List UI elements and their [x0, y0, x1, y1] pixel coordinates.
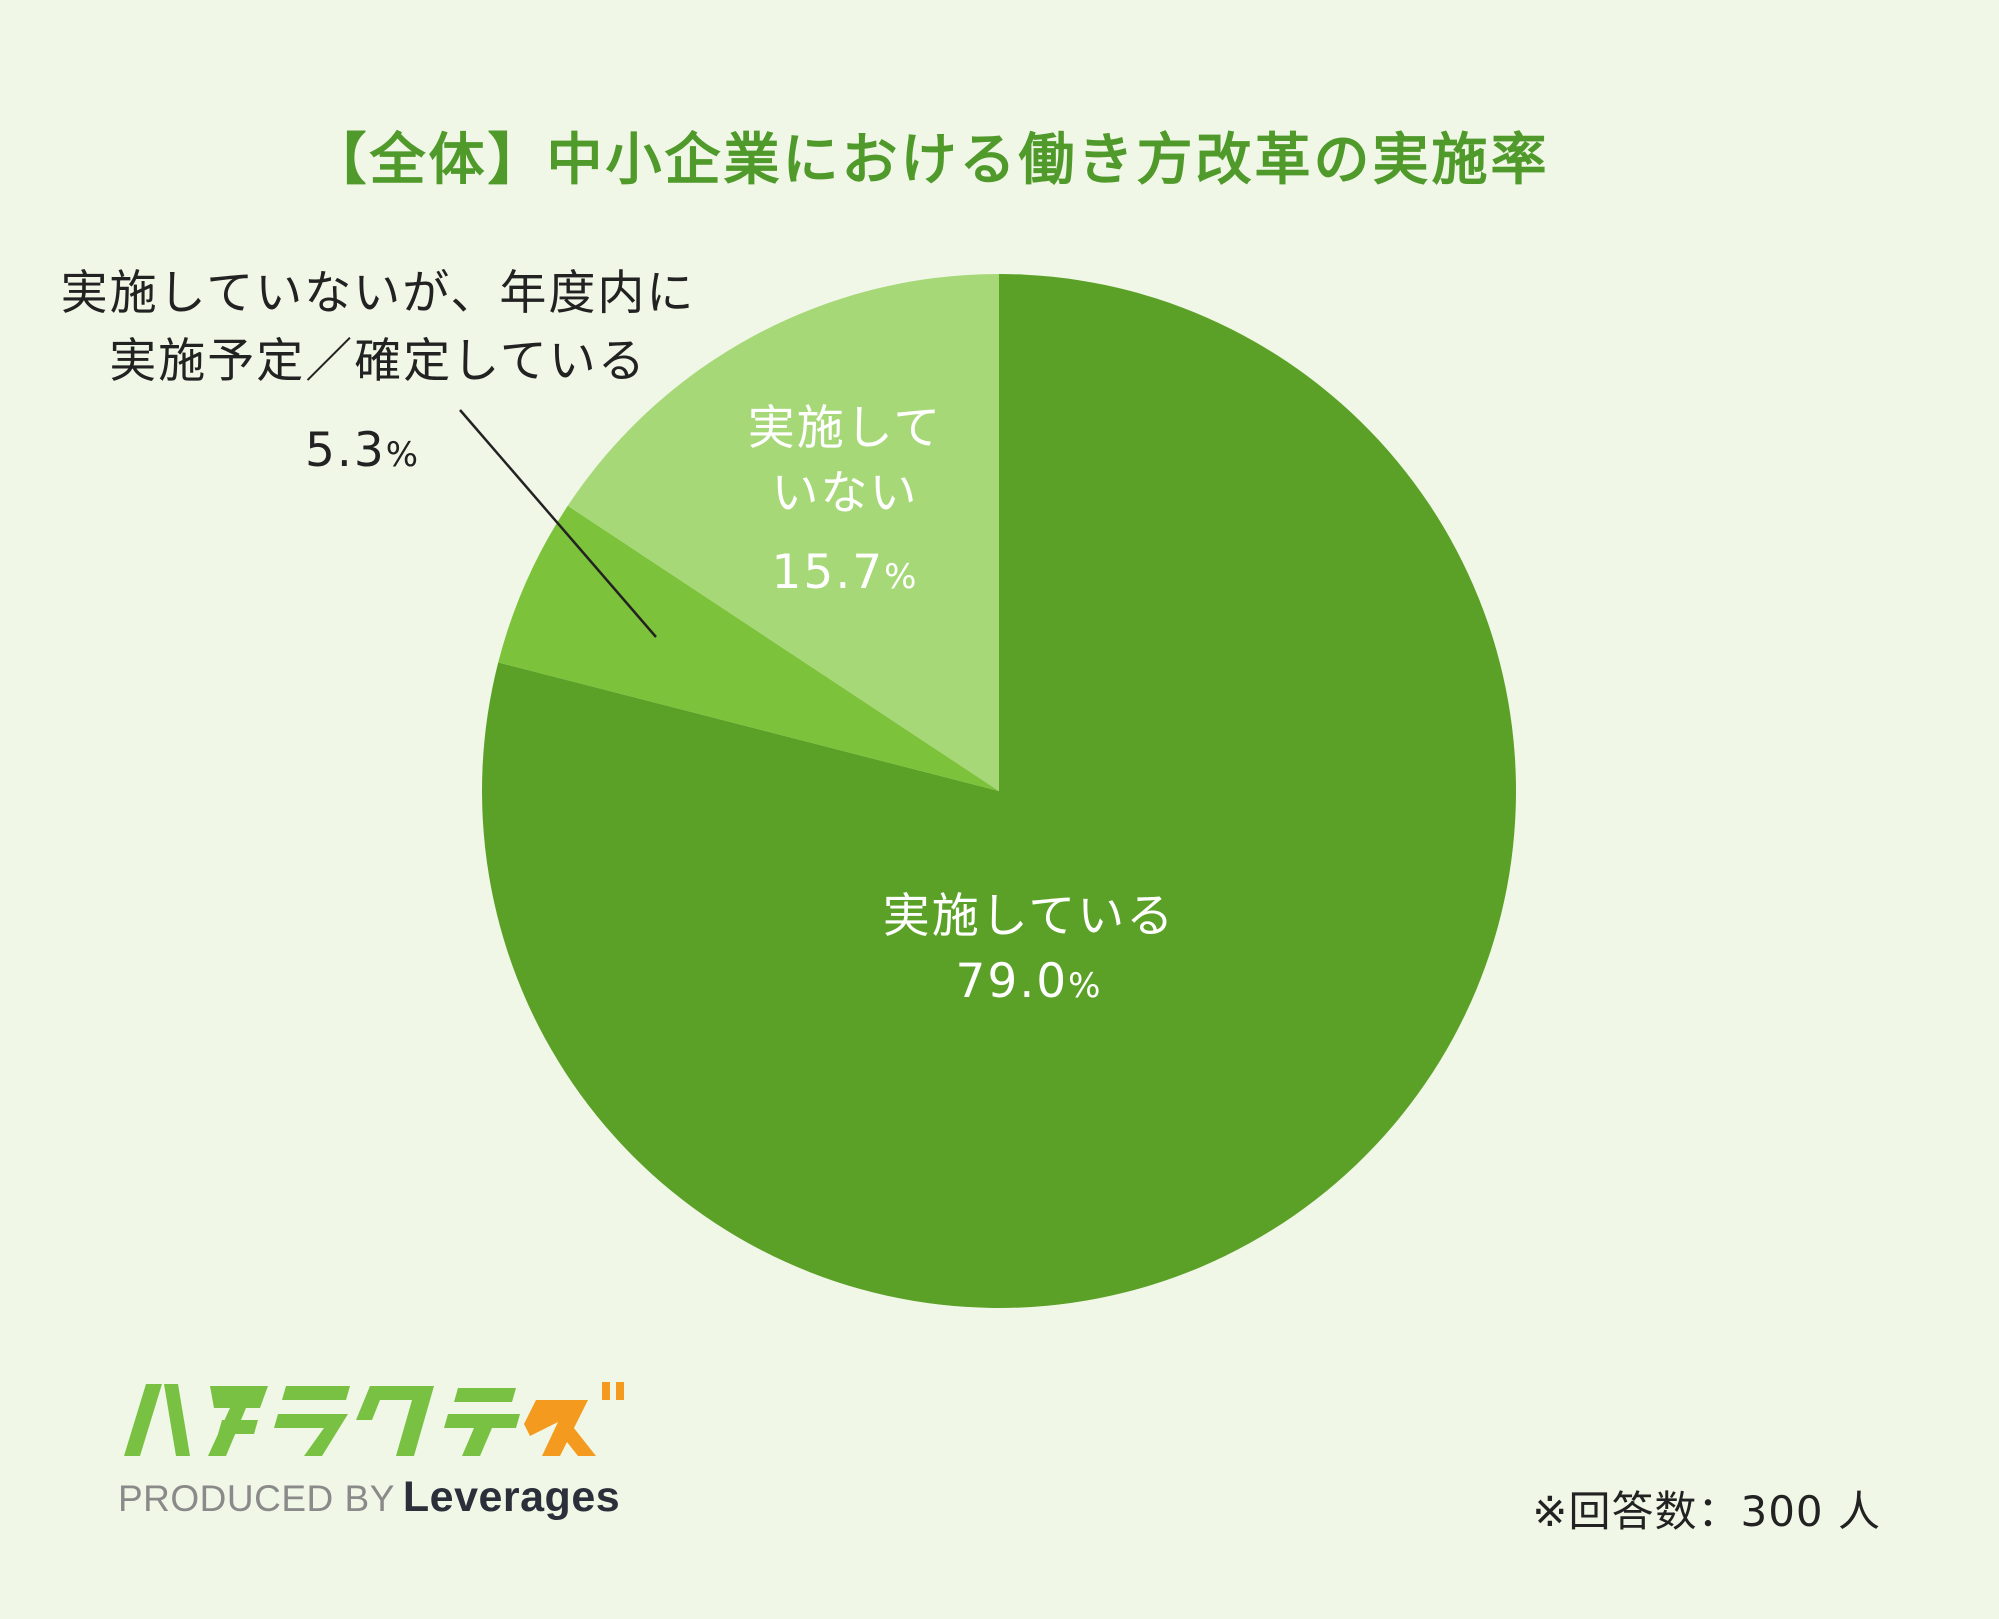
produced-by-text: PRODUCED BY Leverages	[118, 1473, 621, 1521]
respondent-count-note: ※回答数：300 人	[1532, 1487, 1881, 1536]
slice-name-planned-line2: 実施予定／確定している	[109, 334, 647, 390]
leader-line	[459, 409, 657, 638]
chart-title: 【全体】中小企業における働き方改革の実施率	[310, 128, 1550, 193]
company-name: Leverages	[402, 1473, 621, 1521]
slice-value-implemented: 79.0%	[955, 953, 1103, 1009]
slice-label-not-implemented: 実施して いない 15.7%	[700, 397, 990, 606]
slice-name-implemented: 実施している	[882, 889, 1176, 944]
hataractive-logo	[124, 1382, 624, 1456]
slice-label-implemented: 実施している 79.0%	[849, 885, 1209, 1015]
slice-value-planned: 5.3%	[305, 423, 421, 478]
slice-name-not-implemented-line2: いない	[771, 465, 919, 521]
slice-label-planned: 実施していないが、年度内に 実施予定／確定している	[18, 260, 738, 396]
slice-name-not-implemented-line1: 実施して	[747, 401, 943, 456]
slice-not-implemented	[567, 274, 999, 791]
slice-planned	[498, 505, 999, 791]
slice-name-planned-line1: 実施していないが、年度内に	[60, 266, 696, 321]
slice-value-not-implemented: 15.7%	[771, 544, 919, 600]
